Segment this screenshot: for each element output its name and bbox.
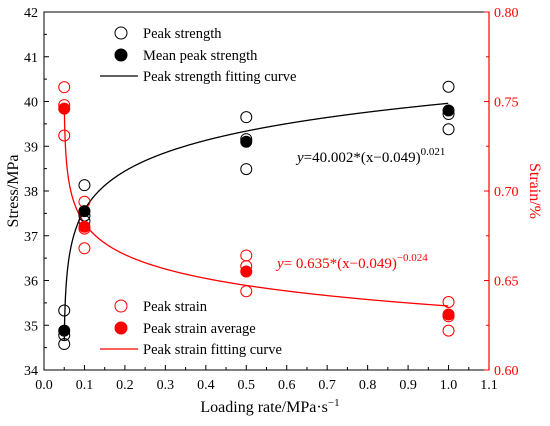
x-tick-label: 0.8 [359, 378, 377, 393]
legend-label-peak-strain-average: Peak strain average [143, 321, 256, 337]
y-left-tick-label: 40 [24, 96, 38, 111]
x-tick-label: 0.7 [318, 378, 336, 393]
peak-strain-point [58, 81, 71, 94]
x-tick-label: 1.0 [440, 378, 458, 393]
y-right-axis-title: Strain/% [526, 163, 543, 219]
peak-strain-average-point [78, 220, 91, 233]
x-axis-title-sup: −1 [328, 397, 340, 409]
y-right-tick-label: 0.80 [494, 6, 519, 21]
peak-strength-fitting-curve-line [63, 102, 449, 341]
strain-eq-main: = 0.635*(x−0.049) [284, 256, 397, 272]
y-left-tick-label: 42 [24, 6, 38, 21]
legend-label-strain-fit: Peak strain fitting curve [143, 342, 282, 358]
peak-strength-point [58, 338, 71, 351]
y-left-tick-label: 37 [24, 230, 38, 245]
y-left-tick-label: 39 [24, 140, 38, 155]
y-right-tick-label: 0.70 [494, 185, 519, 200]
peak-strength-point [442, 80, 455, 93]
peak-strain-average-point [442, 308, 455, 321]
legend-marker-peak-strength [114, 26, 128, 40]
peak-strain-average-point [58, 102, 71, 115]
legend-label-peak-strength: Peak strength [143, 26, 222, 42]
y-left-tick-label: 36 [24, 275, 38, 290]
peak-strain-average-point [240, 265, 253, 278]
y-left-tick-label: 35 [24, 319, 38, 334]
legend-label-strength-fit: Peak strength fitting curve [143, 69, 296, 85]
x-tick-label: 0.0 [35, 378, 53, 393]
peak-strain-point [442, 324, 455, 337]
y-axis-left: 34 35 36 37 38 39 40 41 42 [24, 6, 49, 379]
stress-eq-exp: 0.021 [421, 146, 446, 158]
strain-eq-y: y [275, 256, 284, 272]
y-right-tick-label: 0.75 [494, 96, 519, 111]
peak-strength-point [240, 111, 253, 124]
legend-stress: Peak strength Mean peak strength Peak st… [100, 26, 296, 85]
peak-strength-point [58, 304, 71, 317]
mean-peak-strength-point [58, 324, 71, 337]
stress-eq-main: =40.002*(x−0.049) [304, 150, 421, 166]
x-tick-label: 0.3 [157, 378, 175, 393]
y-left-tick-label: 38 [24, 185, 38, 200]
mean-peak-strength-point [78, 205, 91, 218]
x-tick-label: 0.4 [197, 378, 215, 393]
y-axis-right: 0.60 0.65 0.70 0.75 0.80 [484, 6, 519, 379]
x-tick-label: 0.9 [399, 378, 417, 393]
peak-strength-point [78, 179, 91, 192]
x-tick-label: 0.2 [116, 378, 134, 393]
peak-strain-point [442, 295, 455, 308]
peak-strain-point [78, 242, 91, 255]
strain-eq-exp: −0.024 [397, 252, 428, 264]
x-axis-title-main: Loading rate/MPa·s [200, 399, 328, 416]
legend-label-mean-peak-strength: Mean peak strength [143, 48, 258, 64]
x-tick-label: 0.6 [278, 378, 296, 393]
peak-strain-point [58, 129, 71, 142]
peak-strain-point [240, 285, 253, 298]
x-axis-title: Loading rate/MPa·s−1 [200, 397, 339, 416]
mean-peak-strength-point [240, 135, 253, 148]
x-tick-label: 0.5 [238, 378, 256, 393]
y-right-tick-label: 0.60 [494, 364, 519, 379]
y-left-tick-label: 41 [24, 51, 38, 66]
plot-frame [43, 11, 490, 371]
peak-strain-point [240, 249, 253, 262]
series-layer [58, 80, 455, 351]
legend-label-peak-strain: Peak strain [143, 299, 208, 315]
legend-marker-mean-peak-strength [114, 48, 128, 62]
x-axis: 0.0 0.1 0.2 0.3 0.4 0.5 0.6 0.7 0.8 0.9 1.0 1.1 [35, 365, 498, 393]
x-tick-label: 1.1 [480, 378, 498, 393]
legend-strain: Peak strain Peak strain average Peak str… [100, 299, 282, 358]
peak-strength-point [240, 163, 253, 176]
peak-strain-fitting-curve-line [63, 105, 449, 307]
stress-eq-y: y [295, 150, 304, 166]
legend-marker-peak-strain-average [114, 321, 128, 335]
strain-fit-equation: y= 0.635*(x−0.049)−0.024 [275, 252, 428, 272]
x-tick-label: 0.1 [76, 378, 94, 393]
legend-marker-peak-strain [114, 299, 128, 313]
y-left-axis-title: Stress/MPa [5, 155, 22, 228]
mean-peak-strength-point [442, 104, 455, 117]
y-right-tick-label: 0.65 [494, 275, 519, 290]
y-left-tick-label: 34 [24, 364, 38, 379]
stress-fit-equation: y=40.002*(x−0.049)0.021 [295, 146, 445, 166]
peak-strength-point [442, 123, 455, 136]
